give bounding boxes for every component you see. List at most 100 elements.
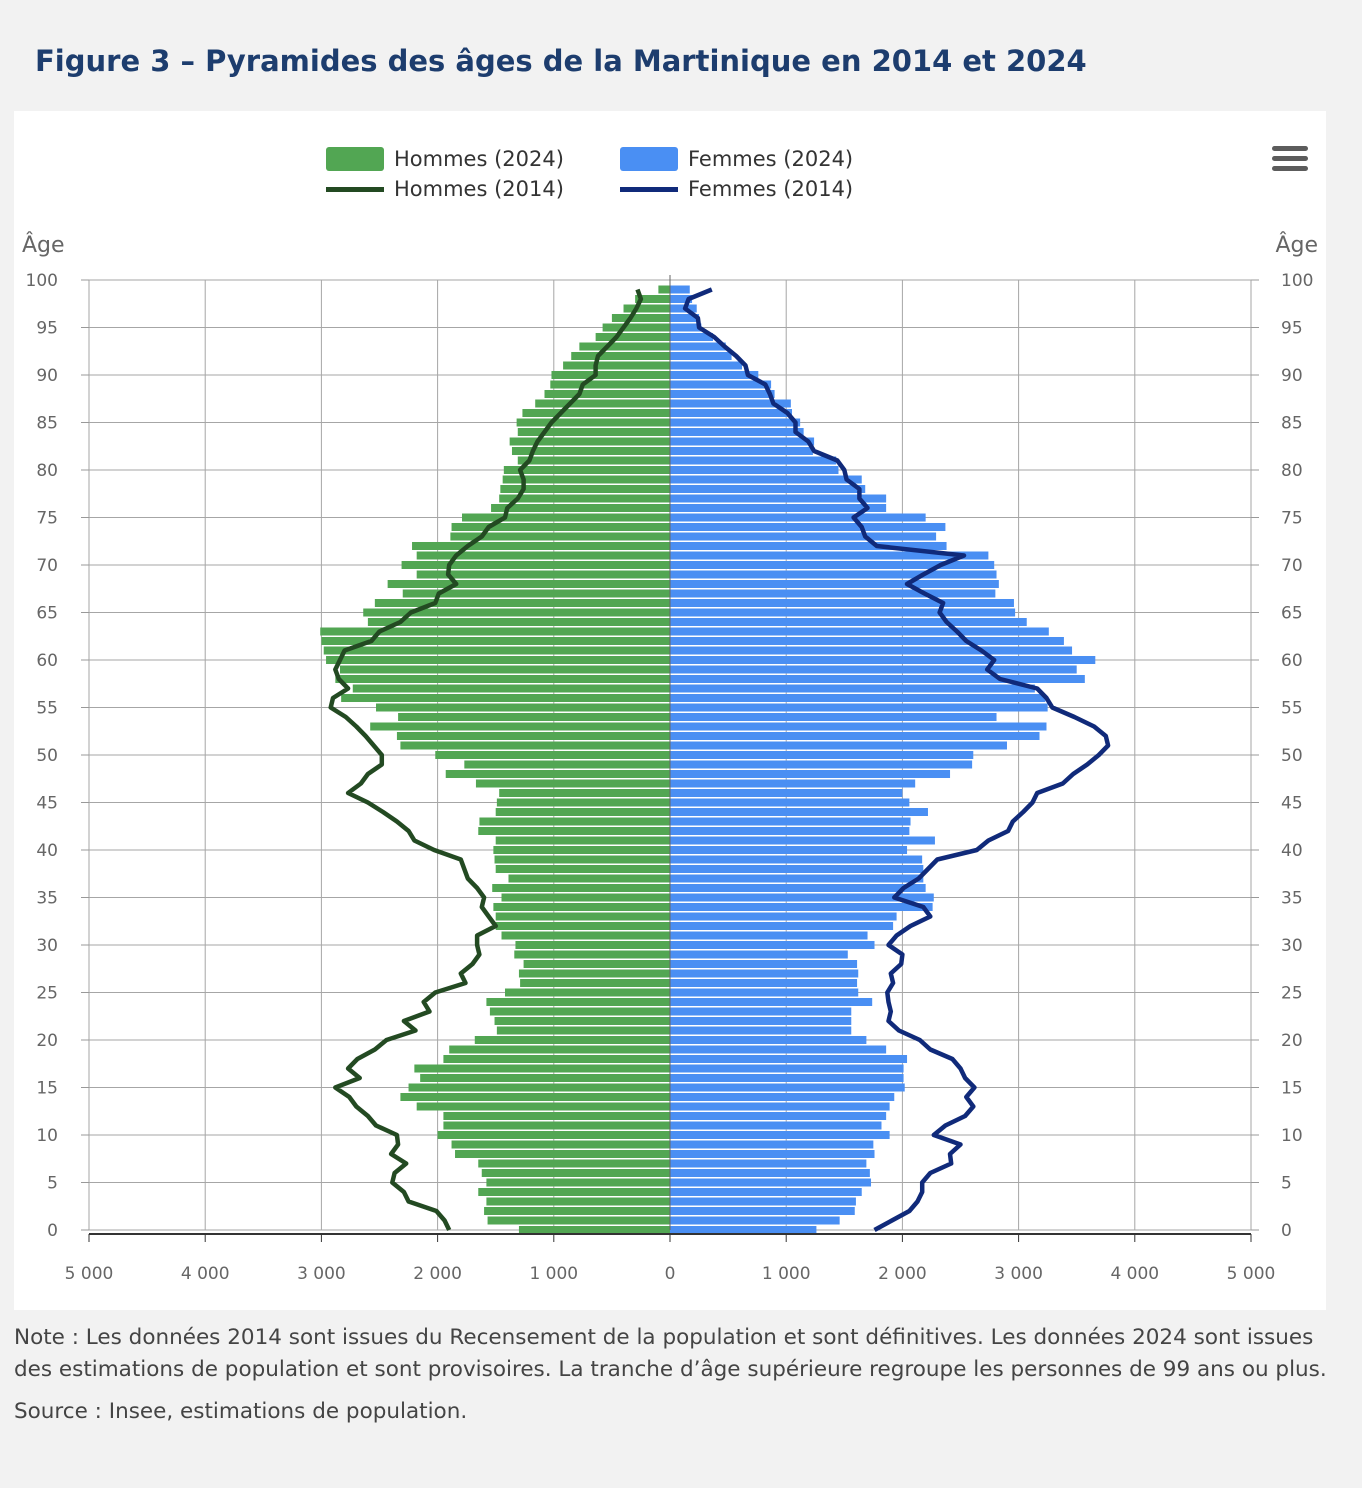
y-tick-label-right: 50 bbox=[1281, 746, 1303, 766]
y-tick-label-right: 25 bbox=[1281, 984, 1303, 1004]
bar-hommes-2024 bbox=[494, 855, 670, 864]
bar-femmes-2024 bbox=[670, 1036, 867, 1044]
legend: Hommes (2024) Femmes (2024) Hommes (2014… bbox=[326, 145, 946, 205]
y-tick-label-right: 75 bbox=[1281, 509, 1303, 529]
y-tick-label-left: 90 bbox=[36, 366, 58, 386]
y-axis-title-left: Âge bbox=[22, 232, 65, 258]
bar-femmes-2024 bbox=[670, 428, 804, 436]
bar-femmes-2024 bbox=[670, 333, 713, 341]
bar-hommes-2024 bbox=[462, 513, 670, 522]
bar-hommes-2024 bbox=[495, 836, 670, 845]
bar-femmes-2024 bbox=[670, 789, 903, 797]
y-tick-label-right: 10 bbox=[1281, 1126, 1303, 1146]
legend-item-femmes-2024[interactable]: Femmes (2024) bbox=[620, 145, 853, 173]
bar-femmes-2024 bbox=[670, 1197, 856, 1206]
legend-swatch-femmes-2024 bbox=[620, 147, 678, 171]
bar-hommes-2024 bbox=[323, 646, 670, 655]
bar-femmes-2024 bbox=[670, 637, 1064, 645]
legend-item-hommes-2024[interactable]: Hommes (2024) bbox=[326, 145, 564, 173]
bar-femmes-2024 bbox=[670, 618, 1027, 626]
bar-hommes-2024 bbox=[374, 599, 670, 607]
bar-femmes-2024 bbox=[670, 836, 935, 845]
x-tick-label: 4 000 bbox=[1110, 1264, 1159, 1284]
y-tick-label-right: 70 bbox=[1281, 556, 1303, 576]
bar-hommes-2024 bbox=[535, 399, 670, 408]
bar-femmes-2024 bbox=[670, 884, 926, 892]
legend-item-hommes-2014[interactable]: Hommes (2014) bbox=[326, 175, 564, 203]
bar-hommes-2024 bbox=[435, 751, 670, 759]
x-tick-label: 3 000 bbox=[297, 1264, 346, 1284]
bar-hommes-2024 bbox=[515, 941, 670, 949]
bar-hommes-2024 bbox=[509, 437, 670, 446]
bar-hommes-2024 bbox=[491, 504, 670, 512]
bar-hommes-2024 bbox=[595, 333, 670, 341]
bar-femmes-2024 bbox=[670, 1026, 852, 1035]
bar-hommes-2024 bbox=[522, 409, 670, 417]
x-tick-label: 1 000 bbox=[529, 1264, 578, 1284]
bar-hommes-2024 bbox=[449, 1045, 670, 1054]
bar-femmes-2024 bbox=[670, 931, 868, 940]
bar-hommes-2024 bbox=[486, 998, 670, 1006]
y-tick-label-left: 100 bbox=[26, 271, 58, 291]
bar-femmes-2024 bbox=[670, 1083, 905, 1092]
bar-hommes-2024 bbox=[571, 352, 670, 360]
notes: Note : Les données 2014 sont issues du R… bbox=[14, 1322, 1334, 1438]
bar-hommes-2024 bbox=[495, 912, 670, 921]
bar-hommes-2024 bbox=[495, 865, 670, 873]
bar-femmes-2024 bbox=[670, 1064, 904, 1073]
y-tick-label-right: 90 bbox=[1281, 366, 1303, 386]
bar-hommes-2024 bbox=[502, 475, 670, 484]
bar-femmes-2024 bbox=[670, 1188, 862, 1196]
bar-hommes-2024 bbox=[495, 808, 670, 816]
bar-femmes-2024 bbox=[670, 314, 700, 322]
bar-hommes-2024 bbox=[544, 390, 670, 398]
bar-hommes-2024 bbox=[635, 295, 670, 303]
bar-hommes-2024 bbox=[579, 342, 670, 351]
bar-hommes-2024 bbox=[478, 1188, 670, 1196]
bar-hommes-2024 bbox=[363, 608, 670, 617]
bar-hommes-2024 bbox=[495, 922, 670, 930]
bar-hommes-2024 bbox=[516, 418, 670, 427]
bar-femmes-2024 bbox=[670, 865, 924, 873]
bar-hommes-2024 bbox=[367, 618, 670, 626]
bar-femmes-2024 bbox=[670, 1140, 874, 1149]
bar-hommes-2024 bbox=[387, 580, 670, 588]
bar-hommes-2024 bbox=[499, 789, 670, 797]
legend-swatch-hommes-2024 bbox=[326, 147, 384, 171]
bar-femmes-2024 bbox=[670, 561, 995, 569]
y-tick-label-right: 30 bbox=[1281, 936, 1303, 956]
legend-swatch-femmes-2014 bbox=[620, 186, 678, 192]
bar-hommes-2024 bbox=[416, 551, 670, 560]
bar-hommes-2024 bbox=[501, 931, 670, 940]
bar-hommes-2024 bbox=[611, 314, 670, 322]
bar-femmes-2024 bbox=[670, 1055, 908, 1063]
bar-femmes-2024 bbox=[670, 779, 916, 788]
bar-femmes-2024 bbox=[670, 1207, 855, 1215]
y-tick-label-right: 45 bbox=[1281, 794, 1303, 814]
legend-item-femmes-2014[interactable]: Femmes (2014) bbox=[620, 175, 853, 203]
bar-femmes-2024 bbox=[670, 684, 1035, 693]
bar-hommes-2024 bbox=[520, 979, 670, 987]
source-text: Source : Insee, estimations de populatio… bbox=[14, 1399, 468, 1424]
bar-femmes-2024 bbox=[670, 1112, 887, 1120]
bar-femmes-2024 bbox=[670, 409, 793, 417]
bar-femmes-2024 bbox=[670, 960, 858, 968]
bar-femmes-2024 bbox=[670, 1093, 895, 1101]
note-text: Note : Les données 2014 sont issues du R… bbox=[14, 1325, 1327, 1382]
bar-femmes-2024 bbox=[670, 808, 928, 816]
y-tick-label-right: 100 bbox=[1281, 271, 1313, 291]
pyramid-chart: 5 000 4 000 3 000 2 000 1 000 0 1 000 2 000 3 00… bbox=[22, 232, 1318, 1284]
line-femmes-2014 bbox=[682, 287, 1111, 1232]
bar-hommes-2024 bbox=[420, 1074, 670, 1082]
y-tick-label-left: 55 bbox=[36, 699, 58, 719]
bar-femmes-2024 bbox=[670, 656, 1096, 664]
bar-hommes-2024 bbox=[486, 1197, 670, 1206]
legend-label-hommes-2024: Hommes (2024) bbox=[394, 147, 564, 171]
bar-femmes-2024 bbox=[670, 988, 859, 997]
hamburger-menu-icon[interactable] bbox=[1272, 146, 1308, 176]
bar-hommes-2024 bbox=[493, 903, 670, 911]
bar-hommes-2024 bbox=[437, 1131, 670, 1139]
y-tick-label-right: 5 bbox=[1281, 1174, 1292, 1194]
bar-femmes-2024 bbox=[670, 295, 693, 303]
bar-femmes-2024 bbox=[670, 1216, 840, 1225]
